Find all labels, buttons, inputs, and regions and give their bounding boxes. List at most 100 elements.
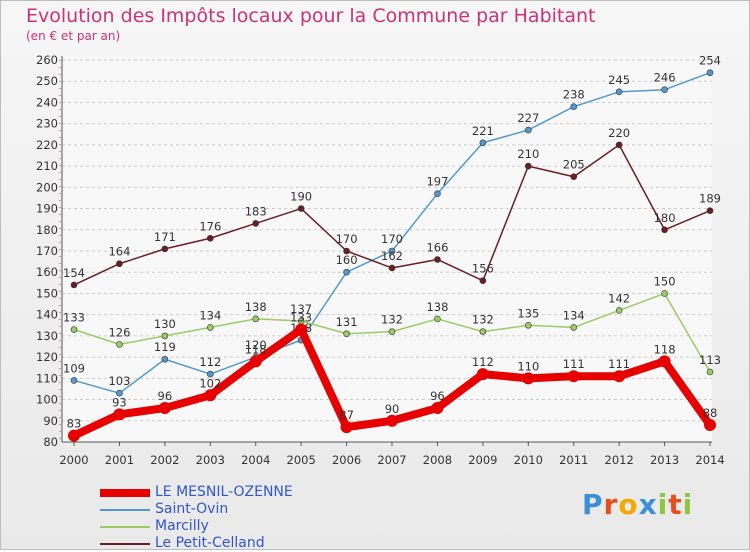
x-tick-label: 2009 [468, 453, 497, 467]
logo-letter: P [582, 488, 604, 521]
data-label-le-petit-celland: 166 [426, 240, 448, 254]
data-label-marcilly: 138 [245, 300, 267, 314]
point-saint-ovin [70, 377, 78, 384]
point-marcilly [434, 315, 441, 323]
data-label-marcilly: 137 [290, 302, 312, 316]
data-label-saint-ovin: 119 [154, 340, 176, 354]
point-le-petit-celland [479, 277, 487, 285]
point-le-mesnil-ozenne [522, 372, 535, 385]
point-le-mesnil-ozenne [567, 370, 580, 383]
point-marcilly [343, 330, 350, 338]
data-label-saint-ovin: 238 [563, 88, 585, 102]
legend-label: Marcilly [155, 518, 209, 534]
data-label-saint-ovin: 197 [426, 175, 448, 189]
data-label-saint-ovin: 170 [381, 232, 403, 246]
data-label-marcilly: 134 [563, 308, 585, 322]
x-tick-label: 2000 [59, 453, 88, 467]
logo-letter: r [603, 488, 619, 521]
data-label-le-petit-celland: 180 [654, 211, 676, 225]
y-tick-label: 260 [36, 53, 58, 67]
data-label-le-petit-celland: 183 [245, 204, 267, 218]
point-saint-ovin [343, 268, 350, 276]
point-marcilly [388, 328, 396, 335]
point-marcilly [206, 324, 214, 331]
point-saint-ovin [706, 69, 714, 77]
point-le-mesnil-ozenne [613, 370, 626, 383]
data-label-saint-ovin: 245 [608, 73, 630, 87]
y-tick-label: 220 [36, 138, 58, 152]
point-le-petit-celland [161, 245, 169, 253]
legend-swatch [100, 526, 150, 528]
data-label-saint-ovin: 120 [245, 338, 267, 352]
point-le-mesnil-ozenne [658, 355, 671, 368]
data-label-saint-ovin: 227 [517, 111, 539, 125]
logo-letter: i [657, 488, 669, 521]
point-marcilly [479, 328, 487, 335]
data-label-saint-ovin: 246 [654, 71, 676, 85]
logo-letter: x [638, 488, 658, 521]
point-marcilly [706, 368, 714, 376]
point-marcilly [570, 324, 578, 331]
data-label-le-petit-celland: 176 [199, 219, 221, 233]
data-label-le-mesnil-ozenne: 83 [67, 417, 82, 431]
legend-swatch [100, 489, 150, 497]
y-tick-label: 150 [36, 286, 58, 300]
point-le-petit-celland [434, 256, 441, 263]
data-label-marcilly: 126 [108, 325, 130, 339]
x-tick-label: 2005 [287, 453, 316, 467]
data-label-le-petit-celland: 164 [108, 245, 130, 259]
point-le-mesnil-ozenne [68, 429, 80, 442]
x-tick-label: 2007 [377, 453, 406, 467]
point-le-mesnil-ozenne [704, 419, 717, 432]
data-label-marcilly: 131 [336, 315, 358, 329]
point-saint-ovin [479, 139, 487, 147]
point-saint-ovin [206, 370, 214, 378]
y-tick-label: 190 [36, 202, 58, 216]
data-label-le-petit-celland: 171 [154, 230, 176, 244]
data-label-marcilly: 134 [199, 308, 221, 322]
data-label-le-mesnil-ozenne: 118 [654, 342, 676, 356]
data-label-le-petit-celland: 189 [699, 192, 721, 206]
logo-letter: o [618, 488, 639, 521]
data-label-le-petit-celland: 162 [381, 249, 403, 263]
x-tick-label: 2012 [605, 453, 634, 467]
point-le-mesnil-ozenne [113, 408, 126, 421]
data-label-marcilly: 113 [699, 353, 721, 367]
x-tick-label: 2010 [514, 453, 543, 467]
x-tick-label: 2002 [150, 453, 179, 467]
legend-label: Saint-Ovin [155, 501, 229, 517]
x-tick-label: 2014 [695, 453, 724, 467]
x-tick-label: 2006 [332, 453, 361, 467]
y-tick-label: 140 [36, 308, 58, 322]
data-label-le-mesnil-ozenne: 102 [199, 376, 221, 390]
data-label-le-petit-celland: 210 [517, 147, 539, 161]
point-saint-ovin [161, 355, 169, 363]
y-tick-label: 90 [43, 414, 58, 428]
point-saint-ovin [388, 247, 396, 255]
y-tick-label: 230 [36, 117, 58, 131]
point-le-mesnil-ozenne [340, 421, 353, 434]
legend-swatch [100, 543, 150, 545]
point-saint-ovin [116, 389, 123, 397]
data-label-saint-ovin: 103 [108, 374, 130, 388]
point-marcilly [661, 290, 668, 297]
point-le-mesnil-ozenne [249, 355, 262, 368]
x-tick-label: 2003 [196, 453, 225, 467]
data-label-marcilly: 133 [63, 311, 85, 325]
data-label-le-mesnil-ozenne: 87 [339, 408, 354, 422]
data-label-marcilly: 138 [426, 300, 448, 314]
y-tick-label: 210 [36, 159, 58, 173]
point-le-mesnil-ozenne [158, 402, 171, 415]
point-le-petit-celland [661, 226, 668, 234]
y-tick-label: 120 [36, 350, 58, 364]
data-label-le-mesnil-ozenne: 96 [430, 389, 445, 403]
data-label-le-mesnil-ozenne: 96 [158, 389, 173, 403]
point-le-petit-celland [388, 264, 396, 272]
point-le-mesnil-ozenne [204, 389, 217, 402]
point-marcilly [161, 332, 169, 340]
point-marcilly [252, 315, 260, 323]
data-label-le-petit-celland: 190 [290, 190, 312, 204]
y-tick-label: 180 [36, 223, 58, 237]
data-label-marcilly: 135 [517, 306, 539, 320]
